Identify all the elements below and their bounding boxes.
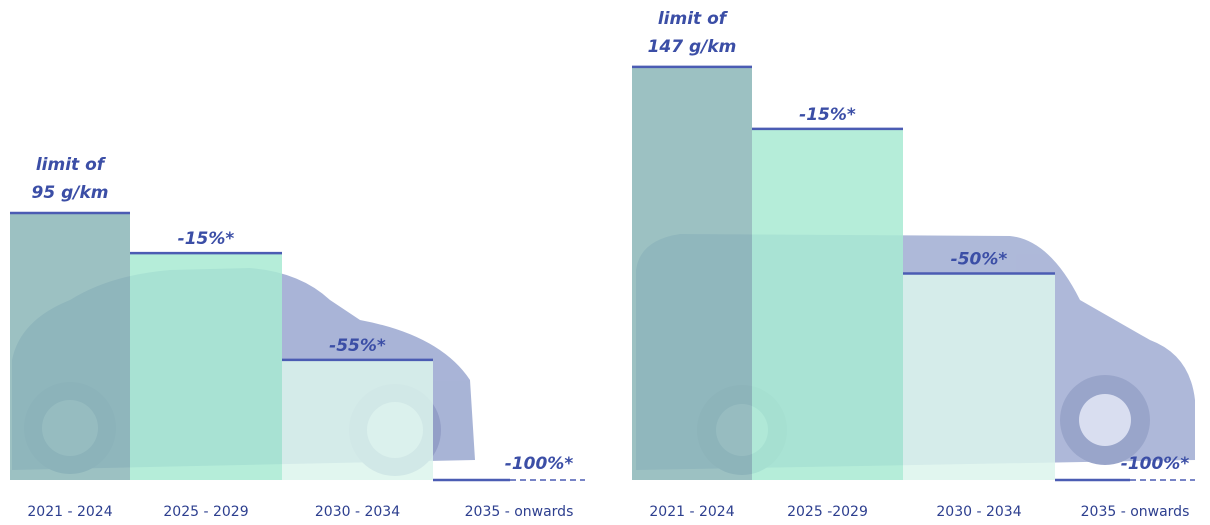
limit-label: limit of [36,155,107,175]
value-label: -100%* [1121,454,1190,474]
bar [130,253,282,480]
category-label: 2025 - 2029 [163,504,248,520]
value-label: -15%* [799,105,856,125]
limit-label: limit of [658,9,729,29]
value-label: -100%* [505,454,574,474]
value-label: -55%* [329,336,386,356]
bar [10,213,130,481]
bar [903,273,1055,480]
category-label: 2035 - onwards [1081,504,1190,520]
category-label: 2021 - 2024 [27,504,112,520]
category-label: 2030 - 2034 [315,504,400,520]
value-label: -50%* [951,249,1008,269]
bar [632,66,752,481]
category-label: 2035 - onwards [465,504,574,520]
category-label: 2025 -2029 [787,504,868,520]
bar [752,128,903,480]
bar [282,359,433,480]
category-label: 2021 - 2024 [649,504,734,520]
limit-label: 147 g/km [648,37,737,57]
category-label: 2030 - 2034 [936,504,1021,520]
value-label: -15%* [178,229,235,249]
limit-label: 95 g/km [32,183,109,203]
